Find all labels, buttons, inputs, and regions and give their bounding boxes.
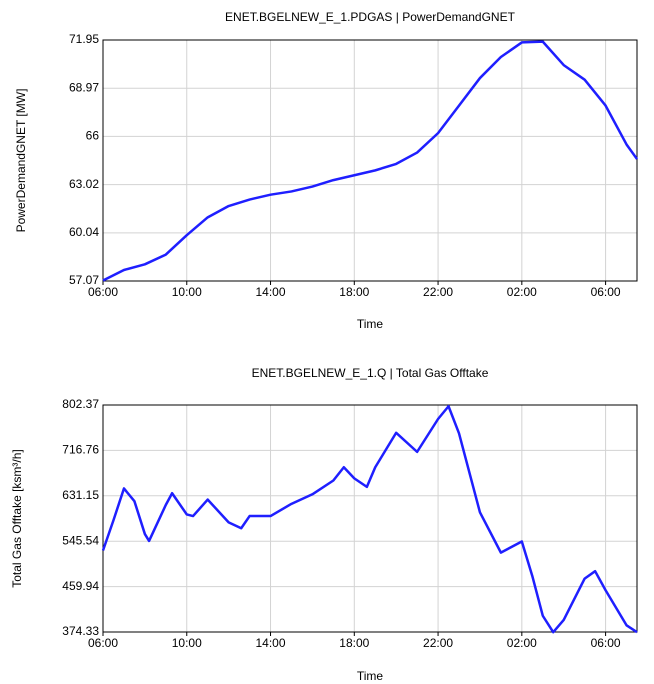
x-tick-label: 06:00 <box>591 285 621 299</box>
x-tick-label: 10:00 <box>172 285 202 299</box>
y-tick-label: 71.95 <box>69 32 99 46</box>
data-line <box>102 40 639 282</box>
y-tick-label: 63.02 <box>69 177 99 191</box>
y-tick-label: 802.37 <box>62 397 99 411</box>
y-tick-label: 374.33 <box>62 624 99 638</box>
chart-title: ENET.BGELNEW_E_1.PDGAS | PowerDemandGNET <box>225 10 516 24</box>
y-axis-label: Total Gas Offtake [ksm³/h] <box>10 449 24 588</box>
x-tick-label: 02:00 <box>507 636 537 650</box>
y-tick-label: 60.04 <box>69 225 99 239</box>
x-tick-label: 14:00 <box>256 636 286 650</box>
y-tick-label: 716.76 <box>62 443 99 457</box>
x-tick-label: 06:00 <box>591 636 621 650</box>
x-axis-label: Time <box>357 669 384 683</box>
x-tick-label: 22:00 <box>423 636 453 650</box>
x-tick-label: 18:00 <box>339 285 369 299</box>
x-tick-label: 10:00 <box>172 636 202 650</box>
plot-frame <box>102 404 638 633</box>
y-tick-label: 545.54 <box>62 533 99 547</box>
y-tick-label: 631.15 <box>62 488 99 502</box>
y-tick-label: 57.07 <box>69 273 99 287</box>
x-tick-label: 18:00 <box>339 636 369 650</box>
x-tick-label: 14:00 <box>256 285 286 299</box>
data-line <box>101 405 638 634</box>
y-tick-label: 459.94 <box>62 579 99 593</box>
x-tick-label: 06:00 <box>88 636 118 650</box>
x-tick-label: 22:00 <box>423 285 453 299</box>
x-axis-label: Time <box>357 317 384 331</box>
y-tick-label: 68.97 <box>69 80 99 94</box>
plot-frame <box>102 39 638 282</box>
y-tick-label: 66 <box>86 129 100 143</box>
y-axis-label: PowerDemandGNET [MW] <box>14 89 28 233</box>
x-tick-label: 06:00 <box>88 285 118 299</box>
x-tick-label: 02:00 <box>507 285 537 299</box>
chart-title: ENET.BGELNEW_E_1.Q | Total Gas Offtake <box>252 366 489 380</box>
